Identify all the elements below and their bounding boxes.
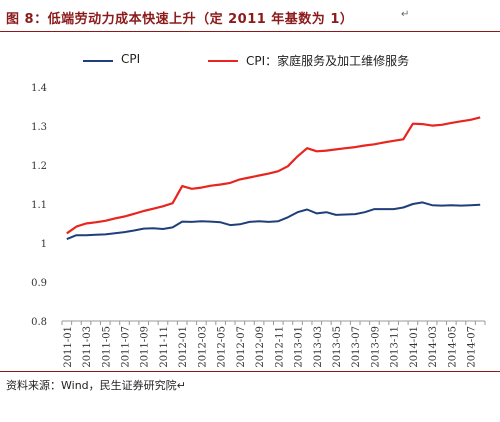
x-tick-label-19: 2014-03 (428, 326, 439, 368)
legend-label-cpi: CPI (121, 52, 141, 66)
x-tick-label-9: 2012-07 (236, 326, 247, 368)
x-tick-label-10: 2012-09 (255, 326, 266, 368)
x-tick-label-3: 2011-07 (120, 326, 131, 368)
x-tick-label-6: 2012-01 (178, 326, 189, 368)
x-tick-label-2: 2011-05 (101, 326, 112, 368)
x-tick-label-12: 2013-01 (294, 326, 305, 368)
x-tick-label-0: 2011-01 (63, 326, 74, 368)
x-tick-label-20: 2014-05 (447, 326, 458, 368)
legend-swatch-household-services (208, 60, 238, 62)
paragraph-mark: ↵ (401, 9, 410, 20)
x-tick-label-14: 2013-05 (332, 326, 343, 368)
series-line-1 (66, 116, 481, 235)
y-tick-label-0: 1.4 (31, 83, 47, 94)
x-tick-label-18: 2014-01 (409, 326, 420, 368)
figure-title: 图 8：低端劳动力成本快速上升（定 2011 年基数为 1） (6, 12, 354, 27)
bottom-rule (0, 371, 500, 372)
source-note: 资料来源：Wind，民生证券研究院↵ (6, 379, 186, 392)
y-tick-label-5: 0.9 (31, 278, 47, 289)
line-chart: 1.41.31.21.110.90.8 2011-01 2011-03 2011-0… (31, 83, 486, 368)
figure-header: 图 8：低端劳动力成本快速上升（定 2011 年基数为 1） ↵ (0, 0, 500, 32)
x-tick-label-8: 2012-05 (217, 326, 228, 368)
y-tick-label-3: 1.1 (31, 200, 47, 211)
x-tick-label-11: 2012-11 (274, 326, 285, 368)
x-tick-label-5: 2011-11 (159, 326, 170, 368)
y-tick-label-6: 0.8 (31, 317, 47, 328)
y-axis: 1.4 1.3 1.2 1.1 1 0.9 0.8 (31, 83, 47, 328)
legend-swatch-cpi (83, 60, 113, 62)
legend-label-household-services: CPI：家庭服务及加工维修服务 (246, 54, 410, 68)
x-tick-label-15: 2013-07 (351, 326, 362, 368)
y-tick-label-4: 1 (41, 239, 47, 250)
chart-legend: CPI CPI：家庭服务及加工维修服务 (0, 51, 500, 71)
x-tick-label-4: 2011-09 (140, 326, 151, 368)
series-line-0 (66, 201, 481, 241)
y-tick-label-2: 1.2 (31, 161, 47, 172)
x-axis: 2011-01 2011-03 2011-05 2011-07 2011-09 2011-… (61, 320, 486, 368)
x-tick-label-1: 2011-03 (82, 326, 93, 368)
series-layer (66, 116, 481, 241)
x-tick-label-17: 2013-11 (390, 326, 401, 368)
y-tick-label-1: 1.3 (31, 122, 47, 133)
x-tick-label-13: 2013-03 (313, 326, 324, 368)
x-tick-label-21: 2014-07 (467, 326, 478, 368)
x-tick-label-7: 2012-03 (197, 326, 208, 368)
x-tick-label-16: 2013-09 (370, 326, 381, 368)
